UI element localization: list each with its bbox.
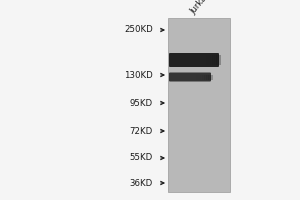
Text: 36KD: 36KD [130, 178, 153, 188]
Text: 250KD: 250KD [124, 25, 153, 34]
Bar [198, 74, 201, 79]
FancyBboxPatch shape [169, 72, 211, 82]
Text: 55KD: 55KD [130, 154, 153, 162]
FancyBboxPatch shape [169, 53, 219, 67]
Bar [212, 55, 215, 65]
Text: 95KD: 95KD [130, 98, 153, 108]
Text: 72KD: 72KD [130, 127, 153, 136]
Bar [204, 74, 207, 79]
Bar [200, 74, 203, 79]
Bar [206, 74, 209, 79]
Bar [210, 55, 213, 65]
Bar [204, 55, 207, 65]
Text: Jurkat: Jurkat [188, 0, 211, 16]
Bar [208, 55, 211, 65]
Bar [208, 74, 211, 79]
Bar [206, 55, 209, 65]
Bar [202, 74, 205, 79]
Bar [216, 55, 219, 65]
Bar [210, 74, 213, 79]
Bar [214, 55, 217, 65]
Bar [168, 18, 230, 192]
Bar [218, 55, 221, 65]
Bar [196, 74, 199, 79]
Text: 130KD: 130KD [124, 71, 153, 79]
